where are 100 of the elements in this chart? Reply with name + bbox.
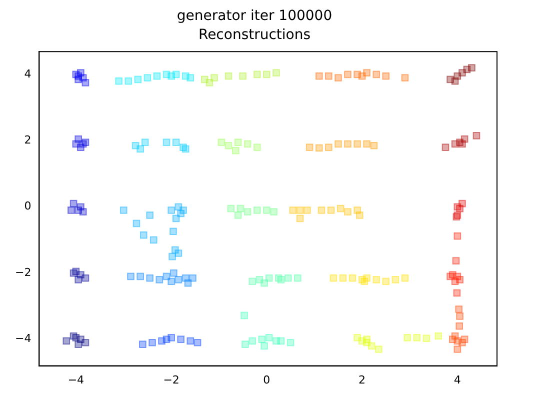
point <box>304 206 311 214</box>
point <box>146 211 154 219</box>
point <box>127 272 134 280</box>
point <box>334 74 342 82</box>
point <box>363 140 370 148</box>
point <box>372 276 380 284</box>
point <box>262 70 270 78</box>
point <box>368 342 376 350</box>
point <box>74 206 82 214</box>
point <box>324 144 332 151</box>
chart-title: generator iter 100000 <box>176 8 332 24</box>
point <box>260 342 268 350</box>
point <box>401 274 409 282</box>
point <box>227 204 235 212</box>
point <box>177 336 185 343</box>
point <box>248 337 256 345</box>
point <box>453 289 461 297</box>
point <box>258 336 266 343</box>
point <box>72 140 80 148</box>
point <box>132 220 140 228</box>
point <box>224 72 232 80</box>
point <box>182 145 190 153</box>
point <box>148 338 156 346</box>
point <box>277 337 285 345</box>
point <box>234 211 242 219</box>
point <box>141 138 149 146</box>
point <box>382 278 390 286</box>
point <box>452 257 460 265</box>
point <box>318 206 326 214</box>
point <box>454 346 462 353</box>
point <box>296 214 304 222</box>
point <box>324 72 332 80</box>
point <box>162 138 170 146</box>
point <box>460 336 468 343</box>
point <box>82 338 90 346</box>
point <box>74 72 82 80</box>
point <box>358 72 366 80</box>
point <box>74 276 82 284</box>
point <box>136 272 144 280</box>
point <box>210 74 218 82</box>
y-tick-label: 4 <box>24 67 32 80</box>
point <box>156 276 164 284</box>
point <box>244 140 252 148</box>
point <box>375 346 382 353</box>
point <box>296 206 304 214</box>
point <box>458 140 466 148</box>
point <box>253 206 261 214</box>
point <box>146 274 154 282</box>
point <box>186 337 194 345</box>
point <box>356 211 364 219</box>
point <box>451 332 459 340</box>
point <box>224 142 232 150</box>
point <box>401 74 409 82</box>
point <box>382 72 390 80</box>
point <box>168 252 176 260</box>
point <box>315 72 323 80</box>
point <box>339 274 347 282</box>
point <box>136 145 144 153</box>
point <box>344 208 352 216</box>
y-tick-label: −4 <box>14 332 32 346</box>
point <box>336 204 344 212</box>
point <box>168 278 175 286</box>
point <box>253 70 261 78</box>
point <box>454 203 462 211</box>
point <box>67 206 75 214</box>
point <box>82 138 90 146</box>
point <box>153 72 161 80</box>
point <box>144 74 152 82</box>
point <box>260 279 268 287</box>
point <box>344 70 352 78</box>
point <box>239 72 247 80</box>
point <box>277 276 285 284</box>
point <box>248 278 256 286</box>
point <box>327 206 335 214</box>
point <box>194 338 202 346</box>
point <box>253 144 261 151</box>
point <box>70 269 78 277</box>
point <box>174 250 182 257</box>
point <box>180 206 187 214</box>
point <box>270 208 278 216</box>
point <box>70 332 78 340</box>
point <box>244 208 252 216</box>
point <box>354 140 361 148</box>
point <box>184 279 192 287</box>
point <box>306 144 314 151</box>
point <box>140 231 148 239</box>
point <box>404 334 412 342</box>
point <box>272 69 280 76</box>
point <box>232 146 240 154</box>
point <box>442 144 450 151</box>
point <box>434 332 442 340</box>
x-tick-label: 0 <box>263 373 270 386</box>
point <box>134 76 142 84</box>
point <box>284 274 292 282</box>
point <box>451 77 459 85</box>
point <box>115 77 123 85</box>
point <box>168 72 175 80</box>
y-tick-label: −2 <box>14 266 32 279</box>
chart-subtitle: Reconstructions <box>198 26 311 43</box>
point <box>74 340 82 348</box>
